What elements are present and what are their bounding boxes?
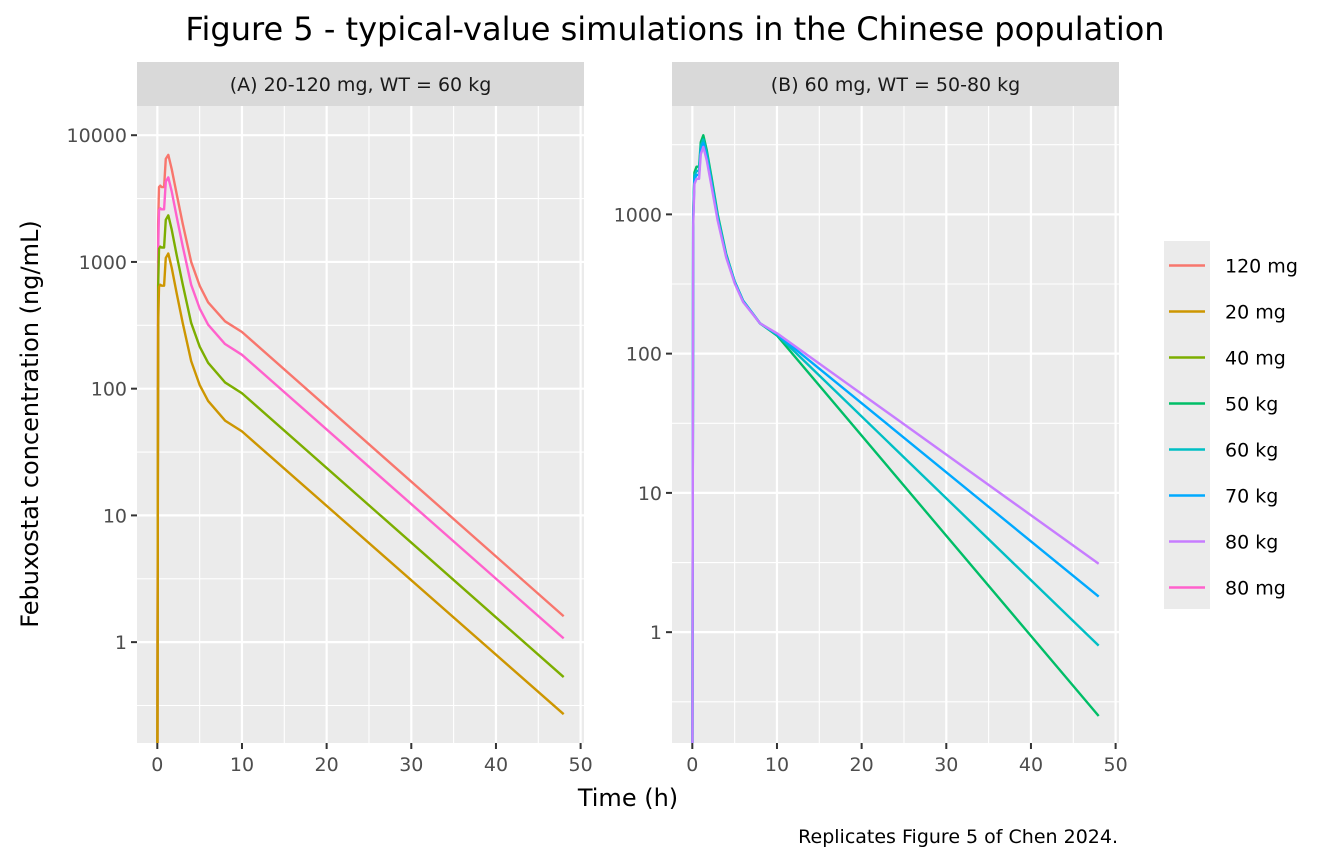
panel-b-y-axis: 1 10 100 1000 [614,204,672,644]
legend-label-60-kg: 60 kg [1225,440,1278,462]
panel-a-minor-grid [137,106,584,743]
panel-b-series [691,134,1100,743]
series-line-80-mg [156,176,565,743]
panel-a-x-tick-label: 0 [151,754,163,776]
panel-a-x-tick-label: 30 [399,754,423,776]
panel-a-x-tick-label: 20 [315,754,339,776]
legend-label-120-mg: 120 mg [1225,256,1298,278]
panel-b: (B) 60 mg, WT = 50-80 kg 1 10 100 1000 0 10 2… [614,62,1128,776]
panel-a-x-tick-label: 50 [569,754,593,776]
series-line-40-mg [156,214,565,743]
panel-a-series [156,153,565,743]
panel-a-x-axis: 0 10 20 30 40 50 [151,743,593,776]
legend-label-40-mg: 40 mg [1225,348,1286,370]
panel-a: (A) 20-120 mg, WT = 60 kg 11010010001000… [67,62,593,776]
legend-label-50-kg: 50 kg [1225,394,1278,416]
panel-a-x-tick-label: 10 [230,754,254,776]
legend-label-80-kg: 80 kg [1225,532,1278,554]
x-axis-title: Time (h) [577,784,678,812]
series-line-80-kg [691,145,1100,743]
panel-a-y-tick-label: 10 [103,505,127,527]
legend-label-70-kg: 70 kg [1225,486,1278,508]
panel-a-strip-label: (A) 20-120 mg, WT = 60 kg [230,74,492,96]
panel-a-strip [137,62,584,106]
panel-b-plot-background [672,106,1119,743]
panel-a-y-tick-label: 1 [115,632,127,654]
chart-title: Figure 5 - typical-value simulations in … [185,10,1164,48]
panel-b-y-tick-label: 100 [626,344,662,366]
panel-b-y-tick-label: 1000 [614,204,662,226]
panel-b-x-tick-label: 40 [1019,754,1043,776]
panel-b-x-tick-label: 10 [765,754,789,776]
legend: 120 mg 20 mg 40 mg 50 kg 60 kg 70 kg 80 kg 80 m… [1164,241,1298,609]
panel-b-x-tick-label: 30 [934,754,958,776]
panel-a-plot-background [137,106,584,743]
panel-b-strip-label: (B) 60 mg, WT = 50-80 kg [771,74,1020,96]
panel-b-x-tick-label: 0 [686,754,698,776]
panel-a-y-tick-label: 100 [91,379,127,401]
panel-b-y-tick-label: 1 [650,622,662,644]
panel-a-y-tick-label: 10000 [67,125,127,147]
panel-b-strip [672,62,1119,106]
panel-b-y-tick-label: 10 [638,483,662,505]
panel-b-x-axis: 0 10 20 30 40 50 [686,743,1128,776]
legend-label-80-mg: 80 mg [1225,578,1286,600]
panel-a-y-tick-label: 1000 [79,252,127,274]
series-line-120-mg [156,153,565,743]
legend-key-background [1164,241,1210,609]
panel-b-x-tick-label: 20 [850,754,874,776]
series-line-20-mg [156,252,565,743]
y-axis-title: Febuxostat concentration (ng/mL) [16,220,44,627]
chart-caption: Replicates Figure 5 of Chen 2024. [798,826,1118,848]
legend-label-20-mg: 20 mg [1225,302,1286,324]
panel-a-x-tick-label: 40 [484,754,508,776]
panel-b-x-tick-label: 50 [1104,754,1128,776]
panel-a-y-axis: 1 10 100 1000 10000 [67,125,137,654]
